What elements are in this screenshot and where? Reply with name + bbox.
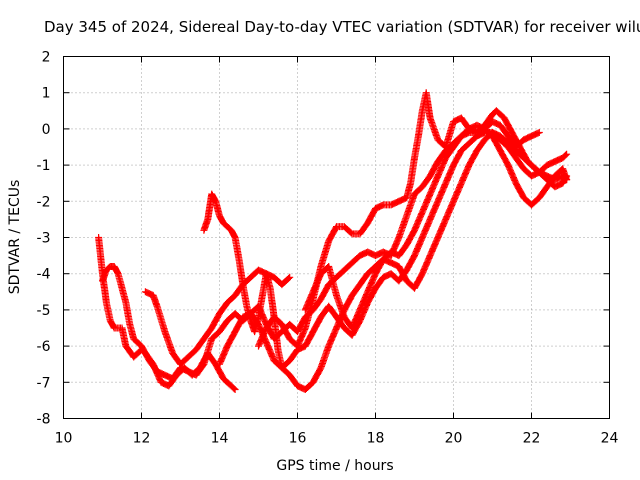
x-tick-label: 12	[133, 431, 151, 447]
x-tick-label: 10	[55, 431, 73, 447]
y-tick-label: -1	[37, 158, 51, 174]
x-tick-label: 18	[367, 431, 385, 447]
series-track-7	[301, 118, 543, 332]
x-axis-label: GPS time / hours	[276, 458, 393, 474]
x-tick-label: 20	[445, 431, 463, 447]
grid	[63, 56, 610, 419]
series-markers	[216, 129, 571, 393]
x-tick-label: 22	[523, 431, 541, 447]
series-markers	[255, 89, 571, 350]
series-track-6	[255, 89, 571, 350]
chart-title: Day 345 of 2024, Sidereal Day-to-day VTE…	[44, 18, 640, 36]
series-markers	[301, 118, 543, 332]
y-tick-label: -4	[37, 267, 51, 283]
y-tick-label: 0	[42, 122, 51, 138]
y-tick-label: -5	[37, 303, 51, 319]
y-axis-label: SDTVAR / TECUs	[7, 180, 23, 295]
y-tick-label: -7	[37, 375, 51, 391]
x-tick-label: 24	[601, 431, 619, 447]
y-tick-label: -3	[37, 231, 51, 247]
y-tick-label: -2	[37, 194, 51, 210]
series-points	[95, 89, 571, 393]
x-tick-label: 16	[289, 431, 307, 447]
y-tick-label: -6	[37, 339, 51, 355]
y-tick-label: 1	[42, 86, 51, 102]
y-tick-label: 2	[42, 50, 51, 66]
y-tick-label: -8	[37, 412, 51, 428]
x-tick-label: 14	[211, 431, 229, 447]
series-track-5	[216, 129, 571, 393]
